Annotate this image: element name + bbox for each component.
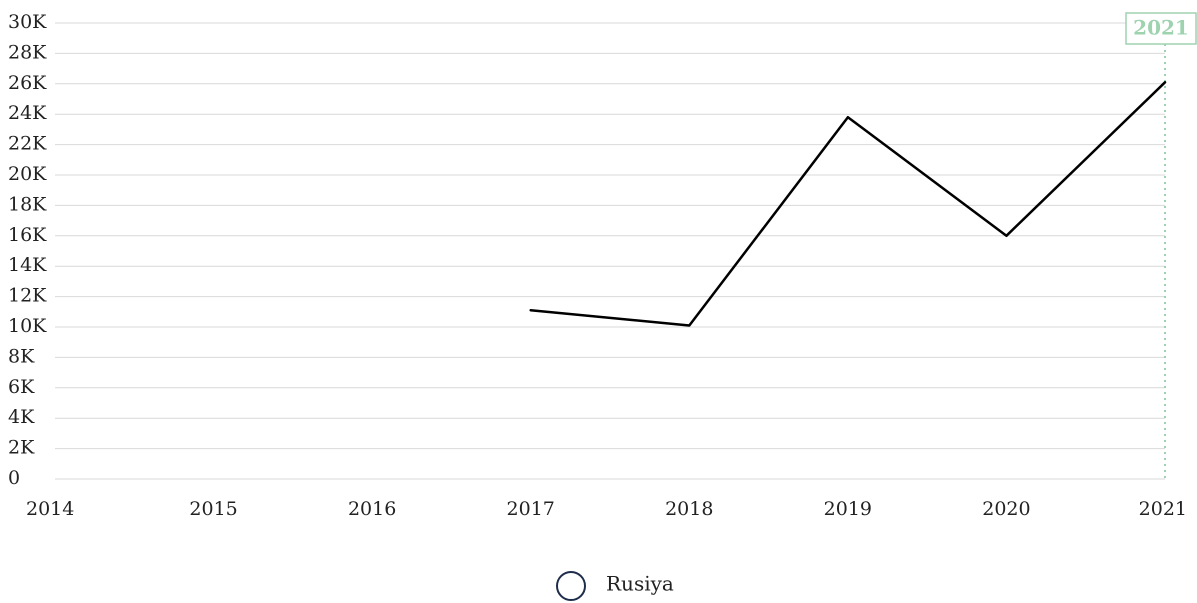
highlight-marker: 2021 [1125, 12, 1197, 479]
legend-item-label[interactable]: Rusiya [606, 572, 674, 596]
x-tick-label: 2016 [348, 498, 396, 520]
y-tick-label: 14K [8, 254, 47, 276]
y-tick-label: 12K [8, 285, 47, 307]
y-tick-label: 24K [8, 102, 47, 124]
y-tick-label: 20K [8, 163, 47, 185]
highlight-label-box [1125, 12, 1197, 45]
x-tick-label: 2020 [982, 498, 1030, 520]
highlight-label: 2021 [1133, 16, 1189, 40]
x-tick-label: 2019 [824, 498, 872, 520]
y-tick-label: 8K [8, 345, 35, 367]
y-axis: 0 2K 4K 6K 8K 10K 12K 14K 16K 18K 20K 22K 24K 26K 28K 3… [8, 11, 47, 489]
y-tick-label: 0 [8, 467, 20, 489]
x-axis: 2014 2015 2016 2017 2018 2019 2020 2021 [26, 498, 1187, 520]
y-tick-label: 4K [8, 406, 35, 428]
y-tick-label: 18K [8, 193, 47, 215]
x-tick-label: 2018 [665, 498, 713, 520]
y-tick-label: 10K [8, 315, 47, 337]
y-tick-label: 2K [8, 437, 35, 459]
y-tick-label: 26K [8, 72, 47, 94]
series-line-rusiya [529, 81, 1167, 327]
y-tick-label: 16K [8, 224, 47, 246]
legend-marker-icon[interactable] [556, 571, 586, 601]
series-layer [529, 81, 1167, 327]
grid-layer [55, 22, 1165, 480]
x-tick-label: 2014 [26, 498, 74, 520]
x-tick-label: 2017 [507, 498, 555, 520]
legend[interactable]: Rusiya [556, 571, 674, 601]
x-tick-label: 2021 [1139, 498, 1187, 520]
x-tick-label: 2015 [189, 498, 237, 520]
y-tick-label: 6K [8, 376, 35, 398]
y-tick-label: 28K [8, 41, 47, 63]
y-tick-label: 22K [8, 133, 47, 155]
y-tick-label: 30K [8, 11, 47, 33]
